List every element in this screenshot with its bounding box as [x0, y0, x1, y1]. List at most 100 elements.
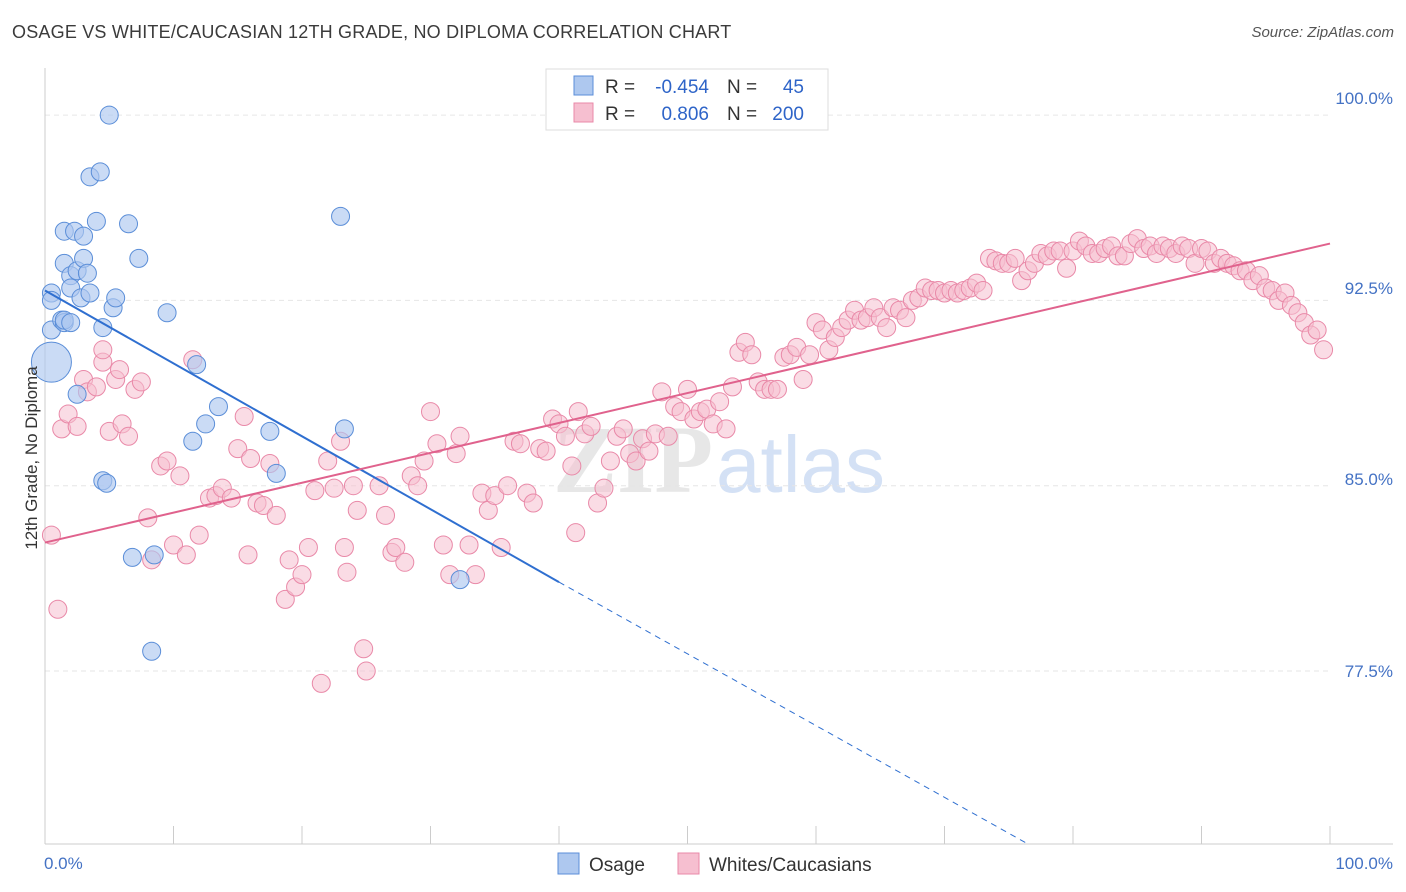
- white-caucasian-point: [324, 478, 344, 498]
- y-tick-label: 85.0%: [1345, 470, 1393, 489]
- osage-point: [187, 355, 207, 375]
- osage-point: [331, 206, 351, 226]
- white-caucasian-point: [566, 523, 586, 543]
- legend-n-label: N =: [727, 77, 757, 98]
- bottom-legend-label-whites: Whites/Caucasians: [709, 855, 872, 876]
- white-caucasian-point: [450, 426, 470, 446]
- y-tick-label: 92.5%: [1345, 279, 1393, 298]
- legend-swatch-whites: [573, 102, 594, 123]
- osage-point: [122, 547, 142, 567]
- y-tick-label: 100.0%: [1335, 89, 1393, 108]
- bottom-legend-swatch-osage: [557, 852, 580, 875]
- white-caucasian-point: [523, 493, 543, 513]
- white-caucasian-point: [459, 535, 479, 555]
- white-caucasian-point: [414, 451, 434, 471]
- white-caucasian-point: [238, 545, 258, 565]
- white-caucasian-point: [555, 426, 575, 446]
- chart-source: Source: ZipAtlas.com: [1251, 24, 1394, 41]
- osage-point: [129, 248, 149, 268]
- white-caucasian-point: [253, 495, 273, 515]
- white-caucasian-point: [427, 434, 447, 454]
- white-caucasian-point: [1057, 258, 1077, 278]
- white-caucasian-trend-line: [44, 242, 1331, 544]
- white-caucasian-point: [639, 441, 659, 461]
- legend-n-value: 200: [772, 104, 804, 125]
- white-caucasian-point: [386, 537, 406, 557]
- white-caucasian-point: [234, 407, 254, 427]
- white-caucasian-point: [354, 639, 374, 659]
- axes: [44, 68, 1393, 845]
- white-caucasian-point: [86, 377, 106, 397]
- white-caucasian-point: [793, 369, 813, 389]
- osage-point: [144, 545, 164, 565]
- white-caucasian-point: [568, 402, 588, 422]
- osage-point: [106, 288, 126, 308]
- white-caucasian-point: [228, 439, 248, 459]
- white-caucasian-point: [1314, 340, 1334, 360]
- osage-point: [80, 283, 100, 303]
- legend: R = -0.454 N = 45 R = 0.806 N = 200: [545, 68, 829, 131]
- white-caucasian-point: [1307, 320, 1327, 340]
- osage-point: [196, 414, 216, 434]
- osage-point: [97, 473, 117, 493]
- white-caucasian-point: [189, 525, 209, 545]
- white-caucasian-point: [347, 500, 367, 520]
- white-caucasian-point: [1005, 248, 1025, 268]
- white-caucasian-point: [164, 535, 183, 555]
- white-caucasian-point: [48, 599, 68, 619]
- white-caucasian-point: [131, 372, 151, 392]
- white-caucasian-point: [594, 478, 614, 498]
- white-caucasian-point: [298, 537, 318, 557]
- white-caucasian-point: [767, 379, 787, 399]
- osage-point: [450, 570, 470, 590]
- legend-r-value: 0.806: [661, 104, 709, 125]
- osage-point: [67, 384, 87, 404]
- white-caucasian-point: [716, 419, 736, 439]
- white-caucasian-point: [877, 318, 897, 338]
- osage-point: [99, 105, 119, 125]
- white-caucasian-point: [510, 434, 530, 454]
- white-caucasian-point: [266, 505, 286, 525]
- white-caucasian-point: [110, 360, 130, 380]
- white-caucasian-point: [800, 345, 820, 365]
- legend-swatch-osage: [573, 75, 594, 96]
- osage-point: [266, 463, 286, 483]
- osage-point: [90, 162, 110, 182]
- white-caucasian-point: [337, 562, 357, 582]
- white-caucasian-point: [157, 451, 177, 471]
- white-caucasian-point: [498, 476, 518, 496]
- trend-lines: [44, 242, 1331, 845]
- white-caucasian-point: [536, 441, 556, 461]
- white-caucasian-point: [626, 451, 646, 471]
- white-caucasian-point: [241, 449, 261, 469]
- white-caucasian-point: [408, 476, 428, 496]
- white-caucasian-point: [421, 402, 440, 422]
- osage-point: [334, 419, 354, 439]
- white-caucasian-point: [119, 426, 139, 446]
- legend-r-value: -0.454: [655, 77, 709, 98]
- white-caucasian-point: [658, 426, 678, 446]
- y-axis-title: 12th Grade, No Diploma: [22, 366, 41, 550]
- y-tick-label: 77.5%: [1345, 662, 1393, 681]
- white-caucasian-point: [67, 416, 87, 436]
- bottom-legend-label-osage: Osage: [589, 855, 645, 876]
- white-caucasian-point: [678, 379, 697, 399]
- white-caucasian-point: [395, 552, 415, 572]
- white-caucasian-point: [973, 281, 993, 301]
- white-caucasian-point: [485, 486, 505, 506]
- white-caucasian-point: [742, 345, 762, 365]
- osage-trend-line: [44, 289, 560, 583]
- white-caucasian-point: [305, 481, 325, 501]
- white-caucasian-point: [710, 392, 730, 412]
- osage-point: [74, 226, 94, 246]
- white-caucasian-point: [613, 419, 633, 439]
- legend-r-label: R =: [605, 77, 635, 98]
- osage-point: [61, 313, 81, 333]
- white-caucasian-point: [896, 308, 916, 328]
- osage-point: [30, 341, 72, 383]
- white-caucasian-point: [311, 673, 331, 693]
- white-caucasian-point: [433, 535, 453, 555]
- osage-point: [157, 303, 177, 323]
- white-caucasian-point: [562, 456, 582, 476]
